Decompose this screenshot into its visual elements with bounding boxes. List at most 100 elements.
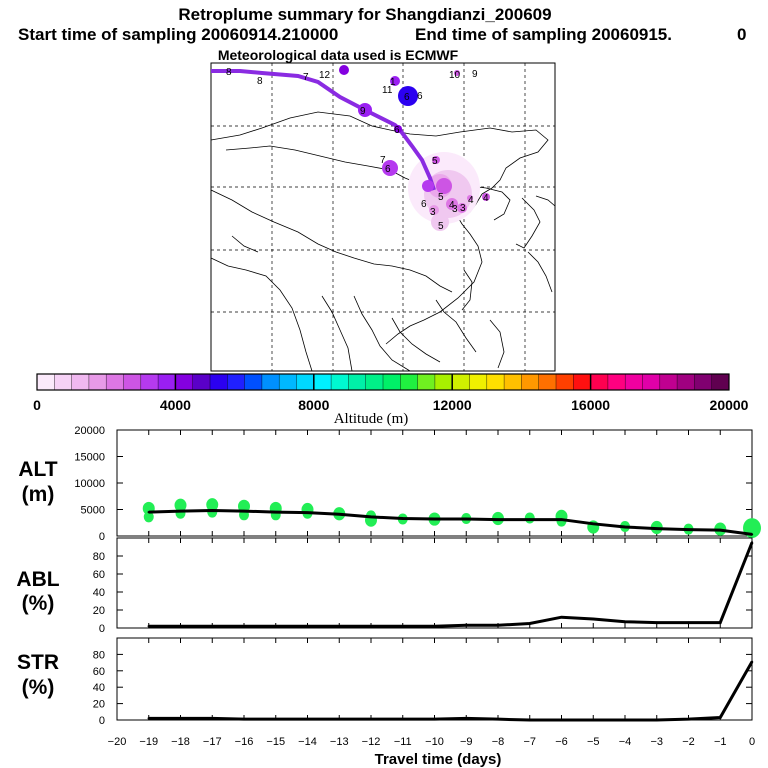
alt-series-line xyxy=(148,509,753,536)
abl-data-point xyxy=(687,621,690,624)
abl-data-point xyxy=(147,625,150,628)
day-label: 3 xyxy=(460,203,466,214)
map-coastlines xyxy=(210,111,556,372)
x-tick-label: −20 xyxy=(108,736,127,748)
x-tick-label: −3 xyxy=(650,736,663,748)
alt-data-point xyxy=(560,518,563,521)
x-tick-label: −7 xyxy=(523,736,536,748)
day-label: 8 xyxy=(257,76,263,87)
str-data-point xyxy=(465,717,468,720)
colorbar-cell xyxy=(331,374,349,390)
colorbar-cell xyxy=(279,374,297,390)
sampling-end-label: End time of sampling 20060915. xyxy=(415,25,672,44)
alt-data-point xyxy=(750,533,754,536)
alt-data-point xyxy=(338,513,341,516)
y-tick-label: 0 xyxy=(99,715,105,727)
colorbar-cell xyxy=(434,374,453,390)
alt-data-point xyxy=(242,509,246,513)
abl-data-point xyxy=(369,625,373,628)
str-data-point xyxy=(211,717,214,720)
y-tick-label: 40 xyxy=(93,587,105,599)
alt-data-point xyxy=(465,517,468,521)
plume-dot xyxy=(467,195,473,201)
abl-data-point xyxy=(274,625,277,628)
colorbar-tick-label: 0 xyxy=(33,397,41,413)
alt-data-point xyxy=(528,518,531,521)
day-label: 7 xyxy=(303,72,309,83)
plume-dot xyxy=(382,160,398,176)
alt-scatter-point xyxy=(175,507,186,519)
str-data-point xyxy=(623,718,627,722)
day-label: 9 xyxy=(360,106,366,117)
plume-dot xyxy=(454,70,460,76)
alt-scatter-point xyxy=(143,511,154,523)
alt-data-point xyxy=(433,517,436,521)
alt-data-point xyxy=(592,522,595,526)
x-tick-label: −13 xyxy=(330,736,349,748)
day-label: 5 xyxy=(438,192,444,203)
colorbar-cell xyxy=(504,374,522,390)
abl-panel-unit: (%) xyxy=(22,592,55,615)
alt-data-point xyxy=(655,527,658,530)
panel-frame xyxy=(116,637,753,721)
str-data-point xyxy=(496,717,500,721)
y-tick-label: 60 xyxy=(93,666,105,678)
str-data-point xyxy=(274,717,277,721)
colorbar-cell xyxy=(659,374,678,390)
x-axis-label: Travel time (days) xyxy=(375,751,502,768)
colorbar-cell xyxy=(365,374,384,390)
str-data-point xyxy=(433,717,436,721)
colorbar-cell xyxy=(590,374,609,390)
colorbar-cell xyxy=(556,374,574,390)
colorbar-cell xyxy=(486,374,505,390)
alt-data-point xyxy=(496,518,500,521)
colorbar-cell xyxy=(261,374,280,390)
x-tick-label: −16 xyxy=(235,736,254,748)
abl-data-point xyxy=(750,541,754,544)
colorbar-cell xyxy=(573,374,591,390)
colorbar-cell xyxy=(400,374,418,390)
figure-title: Retroplume summary for Shangdianzi_20060… xyxy=(178,5,551,24)
str-data-point xyxy=(655,718,658,722)
x-tick-label: −9 xyxy=(460,736,473,748)
colorbar-tick-label: 20000 xyxy=(710,397,749,413)
x-tick-label: −19 xyxy=(139,736,158,748)
colorbar-cell xyxy=(677,374,695,390)
y-tick-label: 0 xyxy=(99,623,105,635)
abl-data-point xyxy=(242,625,246,628)
str-data-point xyxy=(179,717,182,720)
str-data-point xyxy=(750,660,754,663)
x-tick-label: −6 xyxy=(555,736,568,748)
y-tick-label: 20 xyxy=(93,699,105,711)
colorbar-cell xyxy=(469,374,488,390)
colorbar-cell xyxy=(123,374,142,390)
day-label: 4 xyxy=(483,193,489,204)
alt-data-point xyxy=(369,515,373,519)
abl-data-point xyxy=(306,625,309,628)
colorbar-cell xyxy=(158,374,176,390)
colorbar-cell xyxy=(348,374,366,390)
str-series-line xyxy=(148,661,754,722)
day-label: 5 xyxy=(432,156,438,167)
abl-data-point xyxy=(655,621,658,624)
abl-data-point xyxy=(179,625,182,628)
str-data-point xyxy=(719,716,722,719)
str-data-point xyxy=(401,717,404,721)
plume-dot xyxy=(398,86,418,106)
plume-dot xyxy=(429,205,439,215)
y-tick-label: 80 xyxy=(93,551,105,563)
colorbar-tick-label: 8000 xyxy=(298,397,329,413)
y-tick-label: 10000 xyxy=(74,478,105,490)
colorbar-cell xyxy=(694,374,712,390)
day-label: 9 xyxy=(472,69,478,80)
sampling-end-trailing: 0 xyxy=(737,25,746,44)
x-tick-label: −5 xyxy=(587,736,600,748)
colorbar-cell xyxy=(227,374,245,390)
str-panel-unit: (%) xyxy=(22,676,55,699)
colorbar: 0 4000 8000 12000 16000 20000 Altitude (m) xyxy=(33,373,749,427)
colorbar-cell xyxy=(607,374,626,390)
day-label: 12 xyxy=(319,70,331,81)
alt-data-point xyxy=(306,511,309,514)
y-tick-label: 40 xyxy=(93,682,105,694)
